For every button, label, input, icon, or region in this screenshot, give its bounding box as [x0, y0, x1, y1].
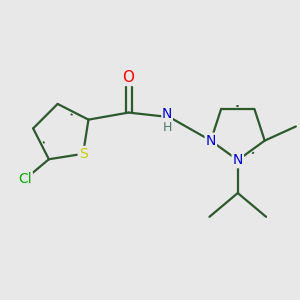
Text: O: O: [123, 70, 135, 85]
Text: N: N: [206, 134, 216, 148]
Text: N: N: [162, 107, 172, 121]
Text: S: S: [79, 147, 87, 161]
Text: Cl: Cl: [18, 172, 32, 186]
Text: H: H: [162, 121, 172, 134]
Text: N: N: [232, 153, 243, 167]
